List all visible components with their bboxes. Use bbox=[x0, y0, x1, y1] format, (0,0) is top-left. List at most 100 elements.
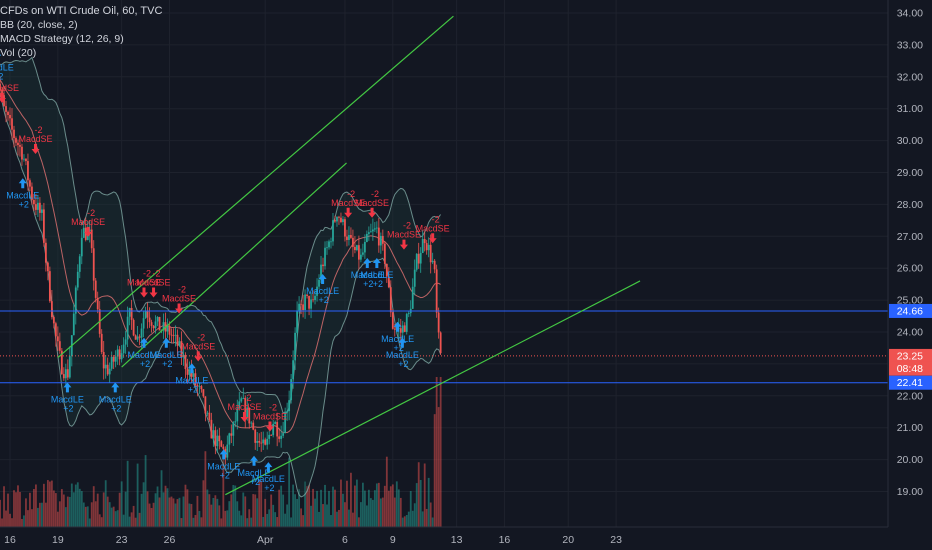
candle bbox=[108, 362, 111, 383]
candle-body bbox=[128, 307, 131, 317]
volume-bar bbox=[118, 492, 121, 527]
candle bbox=[142, 310, 145, 338]
candle-body bbox=[371, 229, 374, 232]
volume-bar bbox=[375, 483, 378, 527]
volume-bar bbox=[391, 484, 394, 527]
candle bbox=[385, 263, 388, 283]
candle bbox=[373, 222, 376, 232]
candle-body bbox=[68, 356, 71, 378]
price-axis-bg bbox=[888, 0, 932, 550]
bb-upper-band bbox=[0, 56, 441, 414]
volume-bar bbox=[5, 510, 7, 527]
candle-body bbox=[198, 386, 201, 387]
candle bbox=[184, 352, 187, 378]
candle bbox=[322, 257, 324, 273]
volume-bar bbox=[148, 503, 151, 527]
signal-label: MacdLE bbox=[252, 474, 285, 484]
time-tick-label: 9 bbox=[390, 534, 396, 546]
signal-qty: +2 bbox=[0, 72, 3, 82]
volume-bar bbox=[232, 485, 235, 527]
trendline bbox=[57, 15, 454, 358]
candle-body bbox=[405, 314, 408, 332]
signal-marker: MacdLE+2 bbox=[175, 363, 208, 394]
candle-body bbox=[310, 299, 312, 309]
candle bbox=[37, 195, 39, 217]
signal-marker: MacdLE+2 bbox=[6, 178, 39, 209]
volume-bar bbox=[356, 479, 358, 527]
candle-body bbox=[230, 433, 233, 436]
candle-body bbox=[328, 241, 330, 248]
candle-body bbox=[116, 349, 119, 357]
candle bbox=[31, 182, 33, 205]
volume-bar bbox=[379, 498, 382, 527]
signal-qty: +2 bbox=[162, 359, 172, 369]
volume-bar bbox=[264, 498, 267, 527]
candle bbox=[423, 232, 426, 252]
candle-body bbox=[419, 252, 422, 264]
candle-body bbox=[194, 373, 197, 385]
volume-bar bbox=[373, 490, 376, 527]
volume-bar bbox=[268, 509, 271, 527]
candle-body bbox=[288, 400, 291, 412]
volume-bar bbox=[423, 463, 426, 527]
legend-bb-indicator[interactable]: BB (20, close, 2) bbox=[0, 19, 78, 31]
candle bbox=[431, 252, 434, 265]
candle bbox=[433, 259, 436, 274]
candle-body bbox=[252, 422, 255, 430]
volume-bar bbox=[266, 513, 269, 527]
candle bbox=[11, 108, 13, 140]
volume-bar bbox=[208, 494, 211, 527]
short-arrow-icon bbox=[399, 239, 408, 250]
volume-bar bbox=[138, 512, 141, 527]
legend-symbol-title[interactable]: CFDs on WTI Crude Oil, 60, TVC bbox=[0, 5, 163, 17]
candle-body bbox=[27, 161, 29, 181]
candle-body bbox=[360, 254, 362, 260]
candle-body bbox=[148, 317, 151, 323]
candle bbox=[326, 240, 328, 255]
candle-body bbox=[276, 422, 279, 437]
signal-label: MacdSE bbox=[181, 341, 215, 351]
price-tick-label: 32.00 bbox=[897, 71, 923, 83]
volume-bar bbox=[156, 486, 159, 527]
candle bbox=[363, 234, 366, 259]
volume-bar bbox=[270, 494, 273, 527]
candle bbox=[234, 412, 237, 428]
candle bbox=[308, 295, 310, 316]
signal-marker: MacdLE+2 bbox=[127, 337, 160, 369]
legend-volume-indicator[interactable]: Vol (20) bbox=[0, 47, 37, 59]
candle-body bbox=[180, 341, 183, 358]
volume-bar bbox=[365, 505, 368, 527]
candle-body bbox=[210, 419, 213, 439]
volume-bar bbox=[336, 511, 338, 527]
legend-macd-strategy[interactable]: MACD Strategy (12, 26, 9) bbox=[0, 33, 124, 45]
trendline bbox=[121, 162, 347, 368]
candle-body bbox=[344, 219, 346, 237]
volume-bar bbox=[302, 515, 304, 527]
signal-marker: MacdSE-2 bbox=[127, 269, 161, 298]
candle-body bbox=[21, 146, 23, 160]
signal-label: MacdSE bbox=[416, 223, 450, 233]
candle bbox=[176, 329, 179, 357]
price-tick-label: 21.00 bbox=[897, 422, 923, 434]
volume-bar bbox=[108, 502, 111, 527]
volume-bar bbox=[294, 494, 297, 527]
candle bbox=[354, 236, 356, 254]
signal-label: MacdSE bbox=[227, 402, 261, 412]
volume-bar bbox=[250, 517, 253, 527]
candle bbox=[342, 216, 344, 226]
candle-body bbox=[130, 307, 133, 320]
price-axis: 34.00 33.00 32.00 31.00 30.00 29.00 28.00 27.00… bbox=[887, 0, 932, 550]
volume-bar bbox=[120, 481, 123, 527]
volume-bar bbox=[9, 513, 11, 527]
candle-body bbox=[377, 227, 380, 246]
candle bbox=[27, 153, 29, 191]
candle bbox=[244, 395, 247, 429]
candle-body bbox=[118, 349, 121, 360]
candle-body bbox=[242, 398, 245, 400]
volume-bar bbox=[393, 497, 396, 527]
candle-body bbox=[266, 438, 269, 445]
volume-bar bbox=[158, 497, 161, 527]
candle-body bbox=[304, 294, 306, 311]
